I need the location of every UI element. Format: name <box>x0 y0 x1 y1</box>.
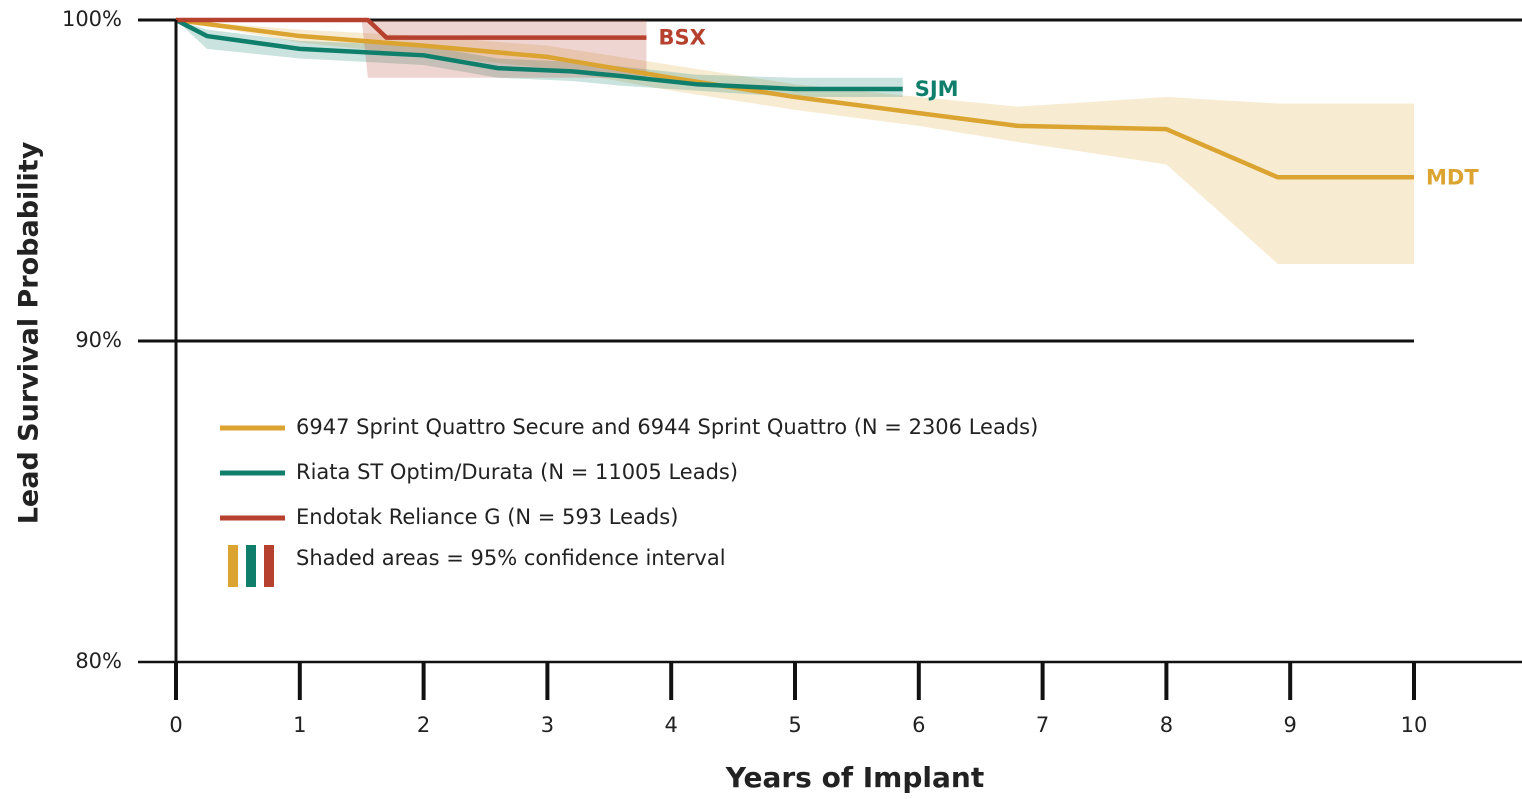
legend-label: 6947 Sprint Quattro Secure and 6944 Spri… <box>296 415 1038 439</box>
y-axis-label: Lead Survival Probability <box>14 141 45 524</box>
legend-label: Endotak Reliance G (N = 593 Leads) <box>296 505 678 529</box>
x-tick-label: 4 <box>665 713 678 737</box>
legend-note: Shaded areas = 95% confidence interval <box>296 546 726 570</box>
y-tick-label: 80% <box>75 649 122 673</box>
x-tick-label: 8 <box>1160 713 1173 737</box>
legend-ci-swatch <box>228 545 238 587</box>
x-tick-label: 5 <box>788 713 801 737</box>
confidence-band <box>176 20 1414 264</box>
x-axis-label: Years of Implant <box>725 761 984 794</box>
series-line <box>174 18 903 92</box>
legend-ci-swatch <box>246 545 256 587</box>
series-end-label: MDT <box>1426 165 1479 189</box>
confidence-band <box>176 20 903 98</box>
x-tick-label: 10 <box>1401 713 1428 737</box>
y-tick-label: 100% <box>62 7 122 31</box>
x-tick-label: 3 <box>541 713 554 737</box>
y-tick-label: 90% <box>75 328 122 352</box>
series-end-label: SJM <box>915 77 959 101</box>
x-tick-label: 9 <box>1284 713 1297 737</box>
legend-ci-swatch <box>264 545 274 587</box>
x-tick-label: 7 <box>1036 713 1049 737</box>
x-tick-label: 6 <box>912 713 925 737</box>
series-end-label: BSX <box>658 26 705 50</box>
confidence-band <box>176 20 647 78</box>
x-tick-label: 2 <box>417 713 430 737</box>
series-line <box>176 17 647 40</box>
x-tick-label: 1 <box>293 713 306 737</box>
x-tick-label: 0 <box>169 713 182 737</box>
legend-label: Riata ST Optim/Durata (N = 11005 Leads) <box>296 460 738 484</box>
series-line <box>175 17 1414 180</box>
